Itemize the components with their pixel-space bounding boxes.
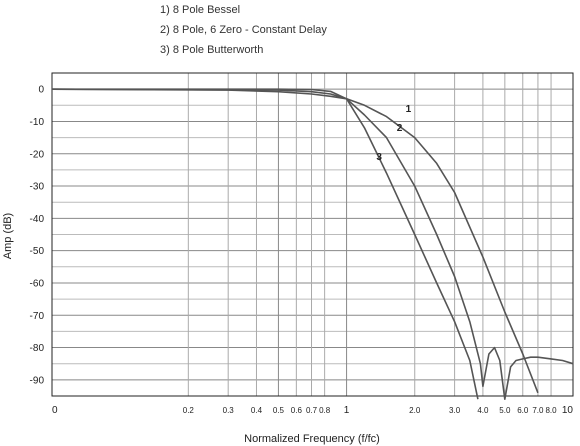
curve-label-1: 1 <box>406 104 412 115</box>
chart-legend: 1) 8 Pole Bessel 2) 8 Pole, 6 Zero - Con… <box>160 0 480 60</box>
response-curves <box>51 88 574 401</box>
y-tick-label: -80 <box>30 343 45 354</box>
y-tick-label: 0 <box>38 85 44 96</box>
x-tick-label: 3.0 <box>449 406 461 415</box>
x-tick-label: 0.4 <box>251 406 263 415</box>
series-line-3 <box>52 88 479 400</box>
x-tick-label: 0.5 <box>273 406 285 415</box>
series-line-2 <box>51 88 574 401</box>
x-tick-label: 4.0 <box>477 406 489 415</box>
legend-item-butterworth: 3) 8 Pole Butterworth <box>160 44 264 56</box>
x-tick-label: 7.0 <box>532 406 544 415</box>
series-line-1 <box>51 88 539 394</box>
x-tick-label: 0.3 <box>223 406 235 415</box>
x-tick-label: 0.2 <box>183 406 195 415</box>
y-tick-label: -20 <box>30 149 45 160</box>
x-tick-label: 0.7 <box>306 406 318 415</box>
x-tick-label: 0.8 <box>319 406 331 415</box>
x-axis-ticks: 0 0.2 0.3 0.4 0.5 0.6 0.7 0.8 1 2.0 3.0 4.0 5.0 6.0 7.… <box>52 405 573 416</box>
plot-frame <box>51 72 574 397</box>
x-tick-label: 8.0 <box>545 406 557 415</box>
y-tick-label: -50 <box>30 246 45 257</box>
y-axis-ticks: 0 -10 -20 -30 -40 -50 -60 -70 -80 -90 <box>30 85 45 387</box>
x-axis-label: Normalized Frequency (f/fc) <box>244 433 380 445</box>
curve-label-2: 2 <box>397 123 403 134</box>
y-axis-label: Amp (dB) <box>2 213 14 259</box>
x-tick-label: 6.0 <box>517 406 529 415</box>
x-tick-label: 5.0 <box>499 406 511 415</box>
y-tick-label: -30 <box>30 182 45 193</box>
y-tick-label: -60 <box>30 278 45 289</box>
x-tick-label: 1 <box>344 405 350 416</box>
legend-item-bessel: 1) 8 Pole Bessel <box>160 4 241 16</box>
x-tick-label: 2.0 <box>409 406 421 415</box>
x-tick-label: 0 <box>52 405 58 416</box>
y-tick-label: -70 <box>30 311 45 322</box>
y-tick-label: -90 <box>30 375 45 386</box>
curve-label-3: 3 <box>376 152 382 163</box>
y-tick-label: -10 <box>30 117 45 128</box>
x-tick-label: 10 <box>562 405 574 416</box>
y-tick-label: -40 <box>30 214 45 225</box>
x-tick-label: 0.6 <box>291 406 303 415</box>
legend-item-constant-delay: 2) 8 Pole, 6 Zero - Constant Delay <box>160 24 327 36</box>
curve-labels: 12 3 <box>376 104 411 163</box>
